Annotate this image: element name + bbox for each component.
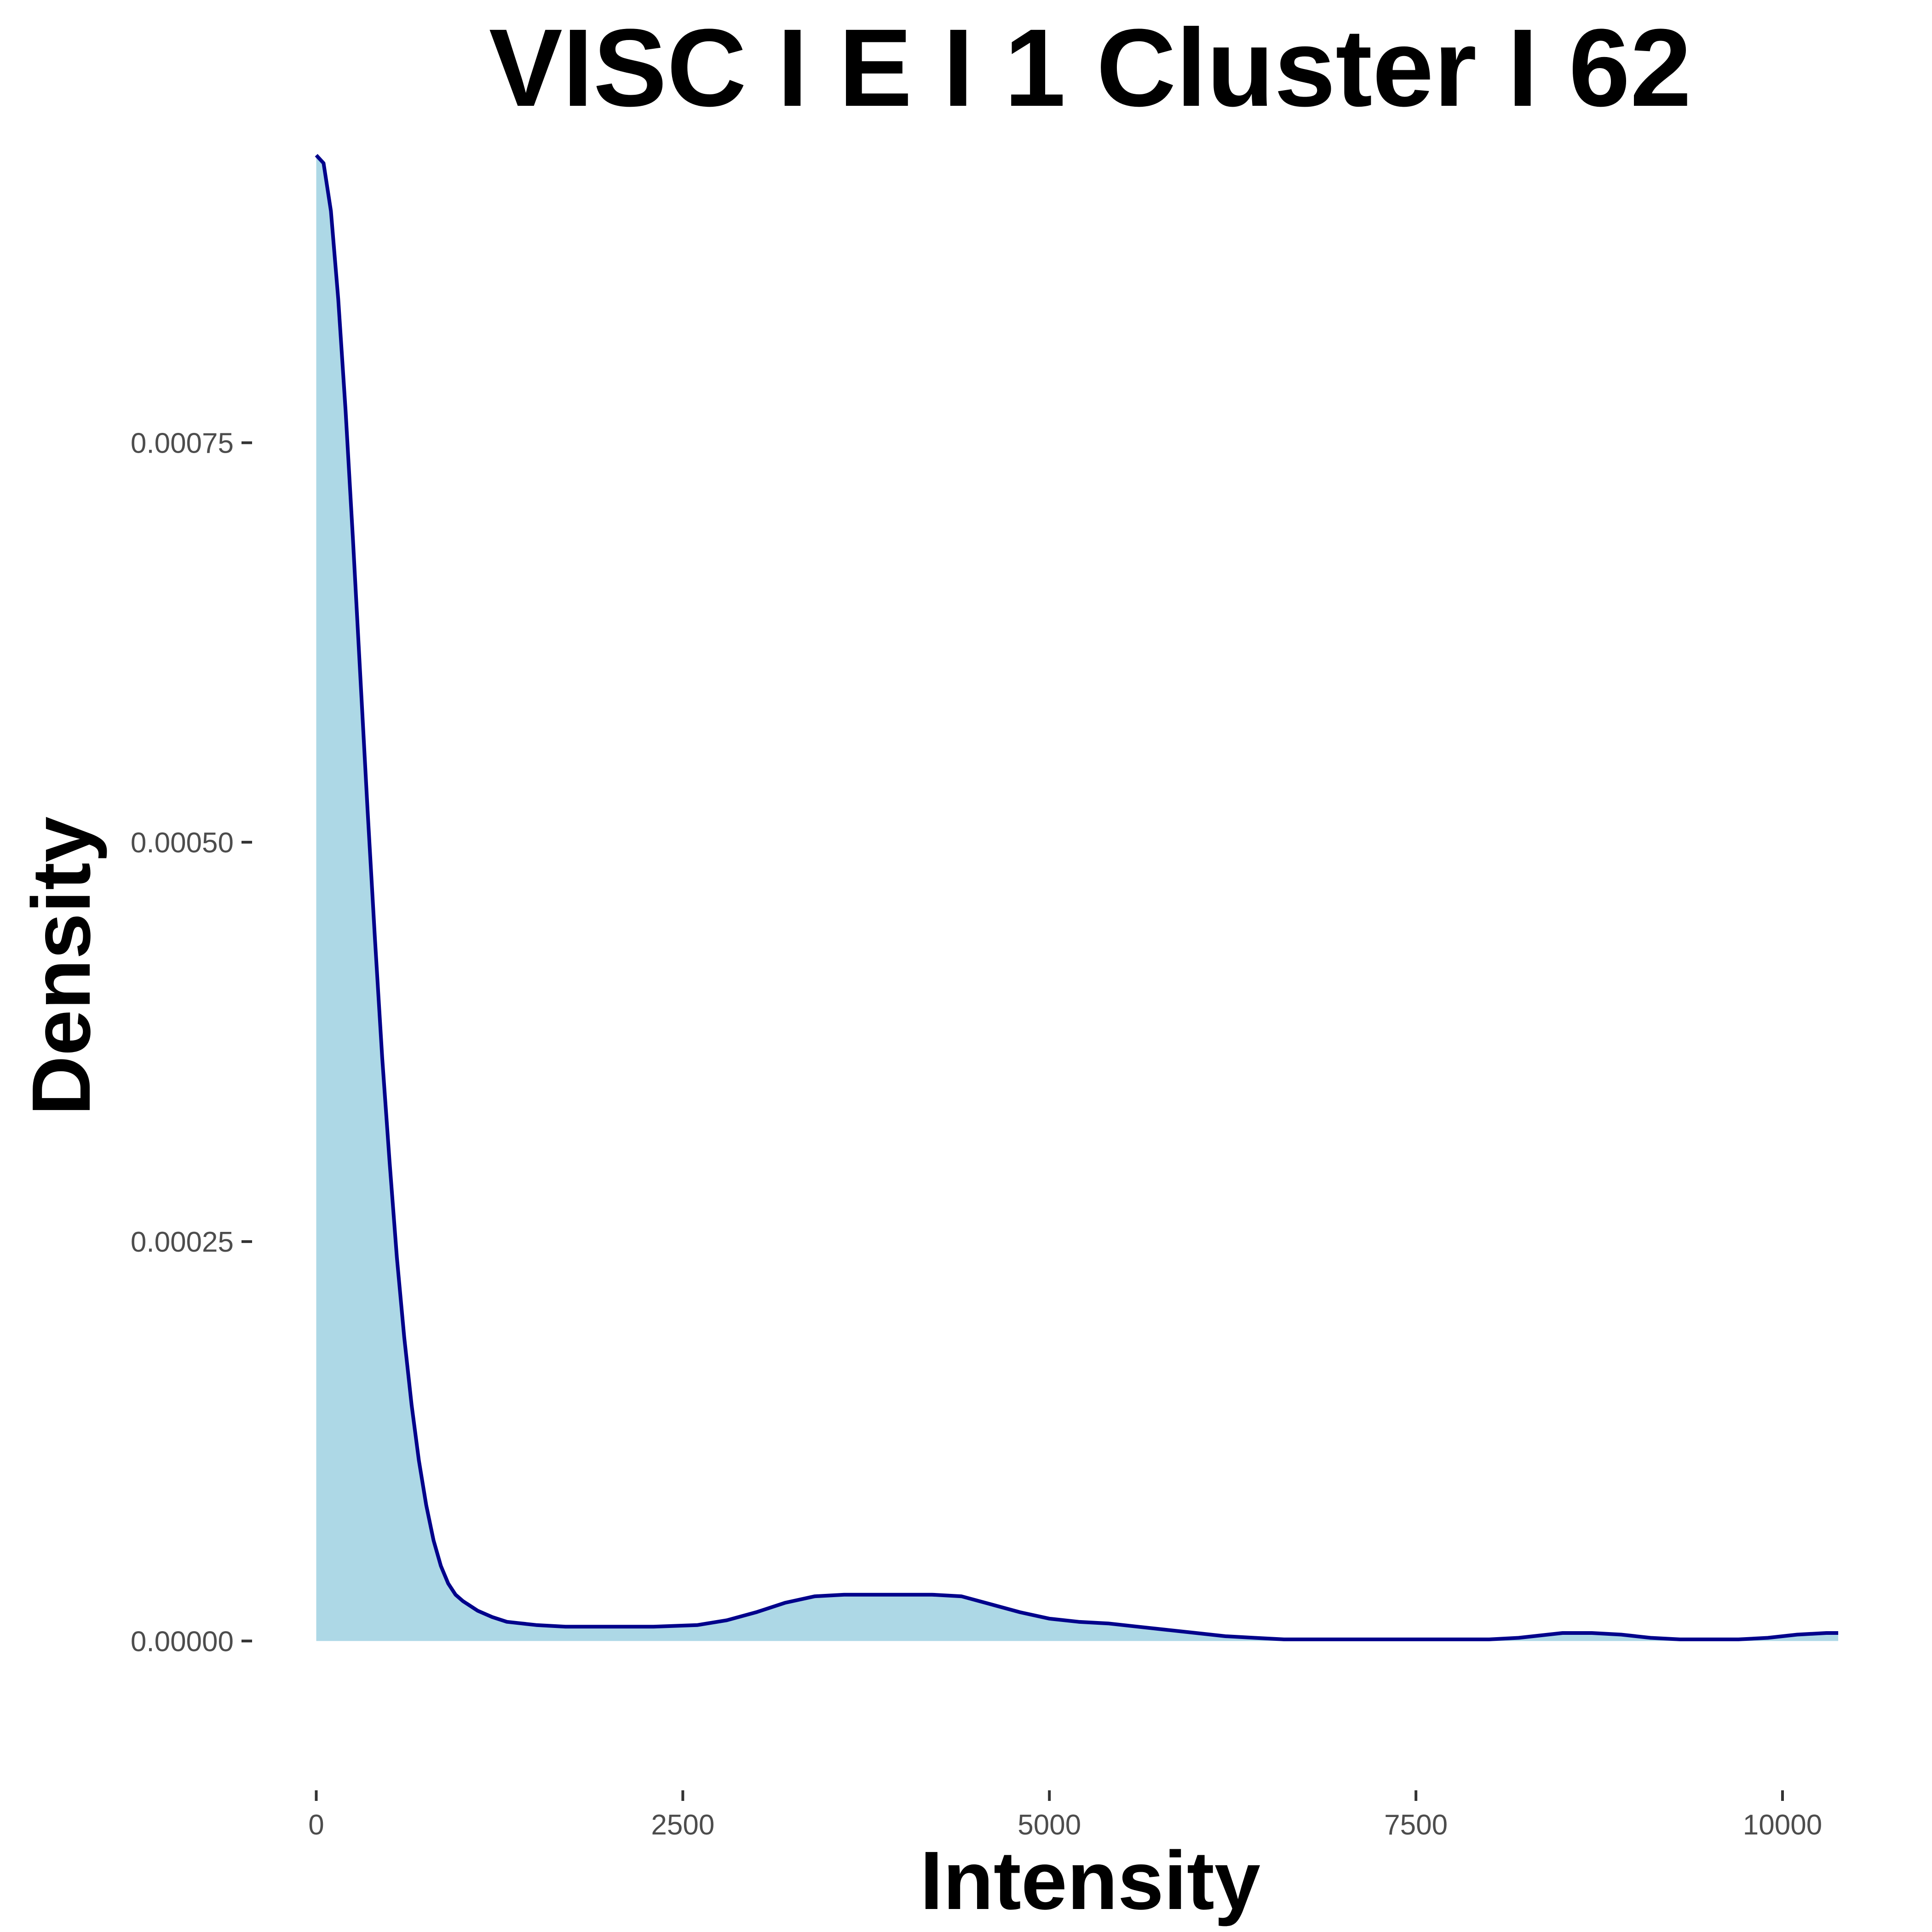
y-tick-label: 0.00025 [131, 1226, 234, 1258]
y-tick-label: 0.00075 [131, 428, 234, 460]
x-tick-label: 7500 [1384, 1809, 1448, 1841]
x-axis-title: Intensity [920, 1834, 1260, 1927]
x-tick-label: 5000 [1018, 1809, 1081, 1841]
y-tick-label: 0.00000 [131, 1626, 234, 1657]
y-axis: 0.00000 0.00025 0.00050 0.00075 [131, 428, 252, 1657]
plot-area [315, 154, 1839, 1641]
x-tick-label: 2500 [651, 1809, 714, 1841]
y-tick-label: 0.00050 [131, 827, 234, 859]
density-area [316, 155, 1839, 1641]
x-tick-label: 10000 [1743, 1809, 1822, 1841]
x-axis: 0 2500 5000 7500 10000 [308, 1790, 1822, 1841]
chart-title: VISC I E I 1 Cluster I 62 [489, 6, 1691, 129]
y-axis-title: Density [15, 816, 108, 1116]
density-curve [315, 154, 1839, 1641]
x-tick-label: 0 [308, 1809, 324, 1841]
